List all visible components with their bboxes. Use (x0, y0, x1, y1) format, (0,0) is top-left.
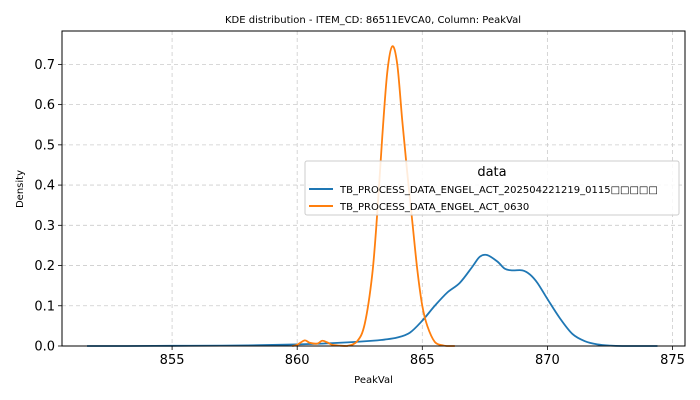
x-tick-label: 860 (285, 353, 310, 368)
chart-title: KDE distribution - ITEM_CD: 86511EVCA0, … (225, 15, 521, 26)
y-tick-label: 0.0 (34, 340, 55, 355)
y-tick-label: 0.6 (34, 98, 55, 113)
x-tick-label: 870 (535, 353, 560, 368)
y-tick-label: 0.7 (34, 58, 55, 73)
y-tick-label: 0.1 (34, 299, 55, 314)
plot-frame (61, 30, 686, 347)
legend-label-series-2: TB_PROCESS_DATA_ENGEL_ACT_0630 (339, 202, 529, 213)
legend-label-series-1: TB_PROCESS_DATA_ENGEL_ACT_202504221219_0… (339, 185, 658, 196)
y-tick-label: 0.5 (34, 138, 55, 153)
legend-title: data (477, 165, 506, 180)
x-tick-label: 855 (160, 353, 185, 368)
x-tick-label: 875 (660, 353, 685, 368)
legend-box (304, 160, 680, 216)
x-axis-label: PeakVal (354, 375, 393, 386)
series-line-1 (87, 253, 658, 347)
ticks: 855 860 865 870 875 0.0 0.1 0.2 0.3 0.4 0.5 0.6 0.7 (34, 58, 685, 368)
x-tick-label: 865 (410, 353, 435, 368)
y-tick-label: 0.2 (34, 259, 55, 274)
y-tick-label: 0.4 (34, 179, 55, 194)
y-axis-label: Density (15, 170, 26, 208)
legend: data TB_PROCESS_DATA_ENGEL_ACT_202504221… (304, 160, 680, 216)
y-tick-label: 0.3 (34, 219, 55, 234)
